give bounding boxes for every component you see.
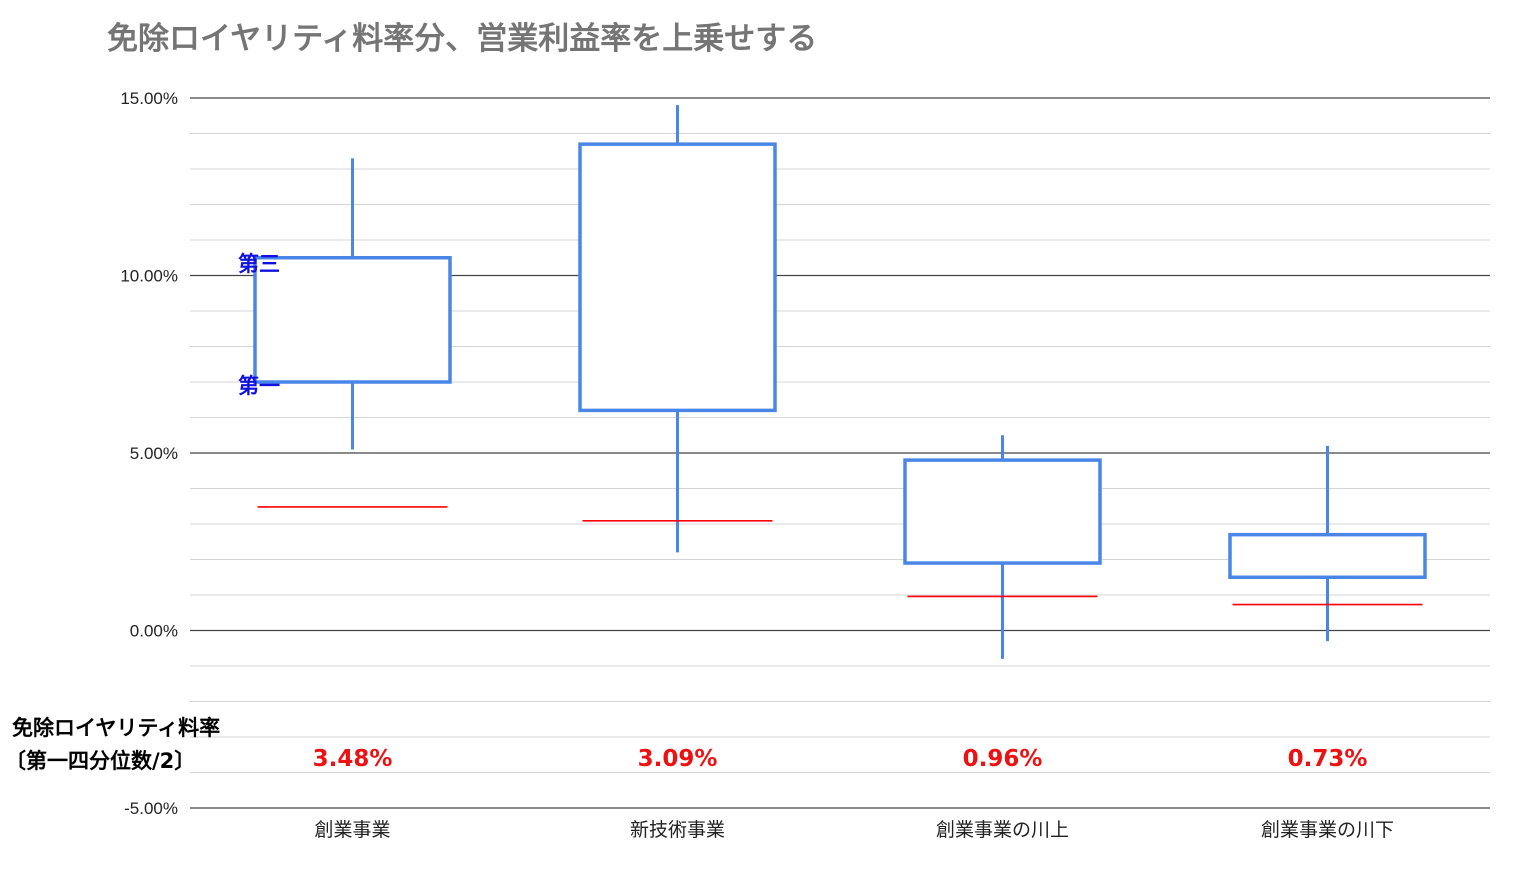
box-item xyxy=(578,105,777,553)
royalty-row-label: 免除ロイヤリティ料率 xyxy=(12,716,220,740)
quartile-box xyxy=(253,256,452,384)
royalty-row-sublabel: 〔第一四分位数/2〕 xyxy=(5,749,195,773)
y-tick-label: -5.00% xyxy=(124,799,178,818)
y-tick-label: 0.00% xyxy=(130,622,178,641)
quartile-box xyxy=(578,142,777,413)
quartile-box xyxy=(903,458,1102,565)
y-axis: 15.00% 10.00% 5.00% 0.00% -5.00% xyxy=(120,89,178,818)
y-tick-label: 15.00% xyxy=(120,89,178,108)
first-quartile-label: 第一 xyxy=(238,374,280,398)
box-item xyxy=(253,158,452,508)
quartile-box xyxy=(1228,532,1427,580)
royalty-value-label: 3.09% xyxy=(638,746,718,772)
x-tick-label: 新技術事業 xyxy=(630,819,725,841)
grid xyxy=(190,97,1490,809)
x-tick-label: 創業事業の川下 xyxy=(1261,819,1394,841)
royalty-value-label: 0.96% xyxy=(963,746,1043,772)
y-tick-label: 10.00% xyxy=(120,267,178,286)
x-tick-label: 創業事業の川上 xyxy=(936,819,1069,841)
royalty-values: 3.48% 3.09% 0.96% 0.73% xyxy=(313,746,1368,772)
x-tick-label: 創業事業 xyxy=(314,819,390,841)
box-item xyxy=(903,435,1102,659)
y-tick-label: 5.00% xyxy=(130,444,178,463)
chart-title: 免除ロイヤリティ料率分、営業利益率を上乗せする xyxy=(107,21,817,57)
third-quartile-label: 第三 xyxy=(238,252,280,276)
royalty-value-label: 0.73% xyxy=(1288,746,1368,772)
royalty-value-label: 3.48% xyxy=(313,746,393,772)
box-item xyxy=(1228,445,1427,642)
boxes xyxy=(253,105,1427,659)
x-axis: 創業事業 新技術事業 創業事業の川上 創業事業の川下 xyxy=(314,819,1394,841)
